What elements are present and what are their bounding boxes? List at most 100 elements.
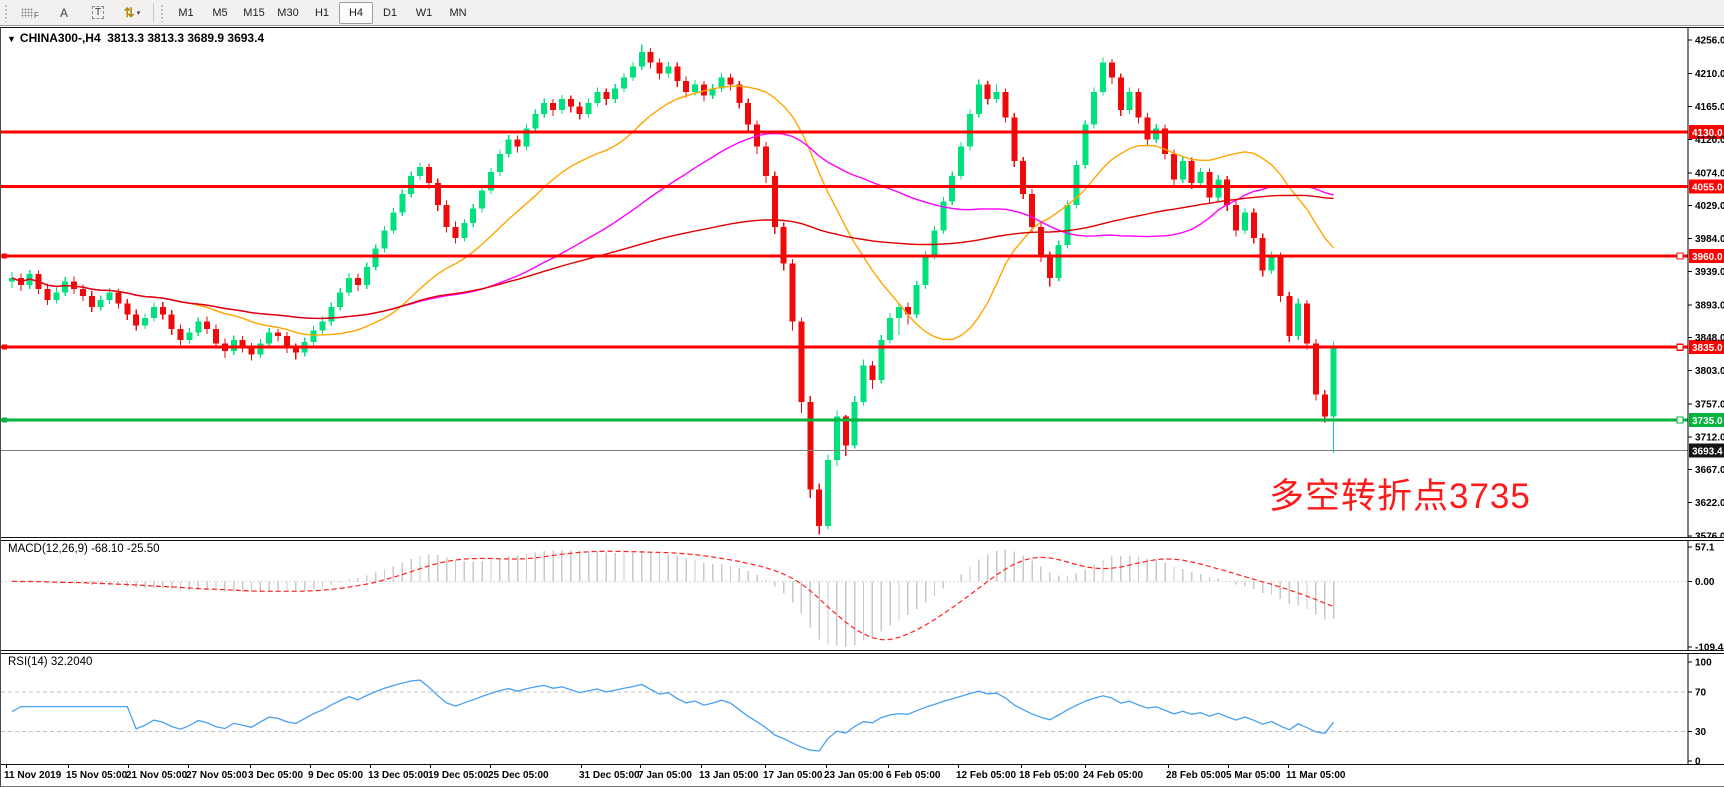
- candle-up: [53, 292, 60, 300]
- timeframe-mn[interactable]: MN: [449, 6, 467, 19]
- candle-up: [1100, 62, 1107, 92]
- hline-3835.0[interactable]: [1, 345, 1688, 349]
- candle-up: [940, 201, 947, 231]
- candle-up: [1295, 303, 1302, 337]
- candle-up: [1091, 91, 1098, 125]
- level-price-tag: [1689, 340, 1724, 355]
- candle-up: [958, 146, 965, 176]
- candle-down: [647, 51, 654, 63]
- price-tick-label: 3803.0: [1695, 366, 1724, 377]
- candle-up: [496, 153, 503, 173]
- candle-down: [1020, 161, 1027, 195]
- candle-down: [771, 175, 778, 227]
- candle-up: [594, 91, 601, 103]
- timeframe-m1[interactable]: M1: [178, 6, 194, 19]
- timeframe-d1[interactable]: D1: [382, 6, 398, 19]
- timeframe-h4[interactable]: H4: [339, 1, 373, 24]
- date-axis[interactable]: 11 Nov 2019 15 Nov 05:00 21 Nov 05:00 27 No…: [1, 764, 1724, 787]
- date-label: 18 Feb 05:00: [1019, 770, 1080, 781]
- date-axis-border: [1, 764, 1724, 765]
- toolbar-grip[interactable]: [4, 3, 9, 22]
- ma-mid-line: [11, 132, 1334, 320]
- hline-4130.0[interactable]: [1, 130, 1688, 134]
- hline-left-handle[interactable]: [2, 344, 7, 350]
- candle-up: [1064, 204, 1071, 246]
- timeframe-h1[interactable]: H1: [314, 6, 330, 19]
- candle-up: [993, 91, 1000, 100]
- ma-fast-line: [11, 85, 1335, 341]
- candle-up: [585, 102, 592, 114]
- candle-up: [399, 194, 406, 213]
- collapse-triangle-icon[interactable]: ▼: [7, 34, 16, 44]
- arrange-button[interactable]: ⇅ ▾: [115, 2, 149, 24]
- date-label: 19 Dec 05:00: [428, 770, 489, 781]
- date-label: 13 Dec 05:00: [368, 770, 429, 781]
- candle-down: [1108, 62, 1115, 78]
- rsi-tick-label: 70: [1695, 687, 1707, 698]
- current-price-tag: [1689, 443, 1724, 458]
- hline-right-handle[interactable]: [1676, 416, 1684, 424]
- hline-3960.0[interactable]: [1, 254, 1688, 258]
- candle-up: [1153, 128, 1160, 140]
- macd-panel-canvas[interactable]: 57.1 0.00 -109.43: [1, 539, 1724, 652]
- macd-tick-label: 0.00: [1695, 577, 1715, 588]
- candle-down: [567, 99, 574, 107]
- timeframe-w1[interactable]: W1: [415, 6, 433, 19]
- candle-down: [434, 183, 441, 205]
- candle-up: [665, 66, 672, 74]
- hline-left-handle[interactable]: [2, 253, 7, 259]
- candle-down: [292, 347, 299, 353]
- candle-down: [79, 288, 86, 297]
- level-price-tag-text: 4130.0: [1692, 128, 1723, 139]
- timeframe-m15[interactable]: M15: [243, 6, 265, 19]
- panel-divider-macd[interactable]: [1, 537, 1724, 541]
- level-price-tag: [1689, 125, 1724, 140]
- timeframe-m30[interactable]: M30: [277, 6, 299, 19]
- panel-divider-rsi[interactable]: [1, 650, 1724, 654]
- candle-down: [443, 204, 450, 227]
- candle-up: [97, 299, 104, 308]
- candle-up: [479, 190, 486, 209]
- candle-down: [798, 321, 805, 402]
- timeframe-m5[interactable]: M5: [212, 6, 228, 19]
- arrange-arrows-icon: ⇅: [123, 4, 135, 20]
- level-price-tag-text: 3735.0: [1692, 416, 1723, 427]
- date-tick: [826, 764, 827, 768]
- chart-text-annotation[interactable]: 多空转折点3735: [1269, 477, 1531, 516]
- font-tool-button[interactable]: A: [47, 2, 81, 24]
- date-label: 6 Feb 05:00: [886, 770, 941, 781]
- date-label: 23 Jan 05:00: [824, 770, 884, 781]
- rsi-tick-label: 30: [1695, 727, 1707, 738]
- text-label-button[interactable]: T: [81, 2, 115, 24]
- hline-right-handle[interactable]: [1676, 343, 1684, 351]
- candle-up: [266, 332, 273, 344]
- candle-down: [1170, 153, 1177, 180]
- candle-up: [461, 223, 468, 238]
- hline-3735.0[interactable]: [1, 418, 1688, 422]
- price-tick-label: 4256.0: [1695, 36, 1724, 47]
- level-price-tag: [1689, 413, 1724, 428]
- toolbar-grip-2[interactable]: [160, 3, 165, 22]
- ohlc-quote-label: 3813.3 3813.3 3689.9 3693.4: [107, 31, 265, 45]
- candle-up: [896, 307, 902, 319]
- rsi-panel-canvas[interactable]: 100 70 30 0: [1, 652, 1724, 764]
- date-label: 5 Mar 05:00: [1226, 770, 1281, 781]
- date-label: 28 Feb 05:00: [1166, 770, 1227, 781]
- hline-4055.0[interactable]: [1, 185, 1688, 189]
- candle-up: [487, 172, 494, 191]
- candle-down: [1206, 172, 1213, 198]
- candle-up: [1268, 256, 1275, 271]
- date-label: 24 Feb 05:00: [1083, 770, 1144, 781]
- hline-right-handle[interactable]: [1676, 252, 1684, 260]
- candle-up: [106, 292, 113, 300]
- candle-up: [1241, 212, 1248, 231]
- candle-down: [1259, 237, 1266, 271]
- main-chart-canvas[interactable]: 4130.0 4055.0 3960.0 3835.0 3735.0 3693.4 4256…: [1, 27, 1724, 539]
- price-tick-label: 3893.0: [1695, 300, 1724, 311]
- candle-up: [922, 256, 929, 286]
- templates-button[interactable]: F: [13, 2, 47, 24]
- level-price-tag: [1689, 179, 1724, 194]
- candle-down: [1144, 117, 1151, 140]
- candle-down: [354, 277, 361, 286]
- hline-left-handle[interactable]: [2, 417, 7, 423]
